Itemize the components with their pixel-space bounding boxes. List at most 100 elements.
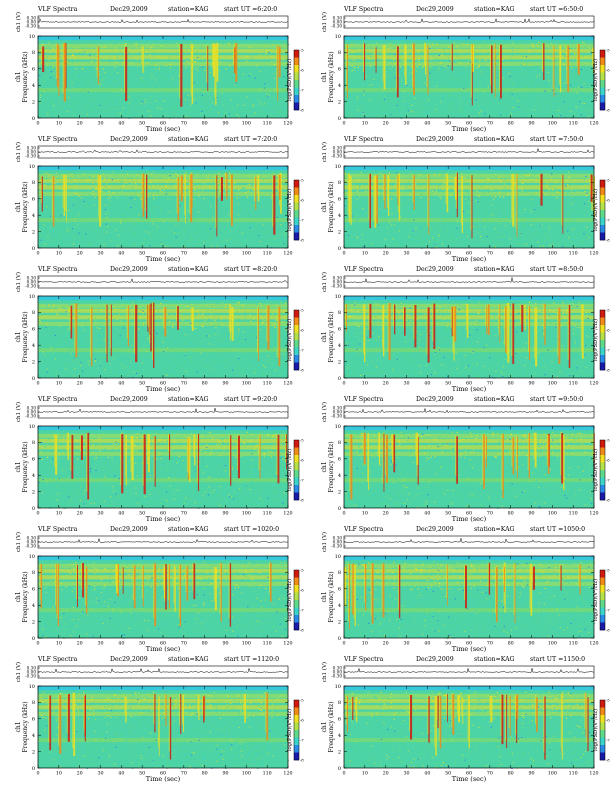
spectrogram-pixel — [219, 334, 221, 335]
spectrogram-streak — [590, 174, 593, 202]
spectrogram-pixel — [377, 58, 379, 60]
spectrogram-pixel — [74, 179, 76, 181]
spectrogram-pixel — [545, 70, 547, 72]
spectrogram-pixel — [363, 94, 365, 96]
spectrogram-pixel — [586, 63, 588, 64]
spectrogram-pixel — [172, 80, 174, 82]
spectrogram-pixel — [260, 103, 262, 105]
spectrogram-pixel — [507, 43, 509, 45]
spectrogram-pixel — [175, 71, 177, 73]
spectrogram-pixel — [501, 183, 503, 184]
spectrogram-pixel — [448, 46, 450, 48]
spectrogram-pixel — [250, 334, 252, 336]
spectrogram-band — [344, 55, 594, 60]
spectrogram-pixel — [46, 74, 49, 76]
spectrogram-pixel — [180, 117, 182, 119]
spectrogram-pixel — [259, 53, 261, 55]
spectrogram-pixel — [510, 221, 512, 223]
spectrogram-pixel — [496, 228, 498, 230]
spectrogram-pixel — [262, 304, 265, 306]
spectrogram-pixel — [493, 244, 495, 246]
spectrogram-pixel — [108, 190, 110, 192]
spectrogram-pixel — [583, 83, 585, 85]
spectrogram-pixel — [438, 65, 440, 67]
spectrogram-pixel — [228, 201, 230, 203]
spectrogram-pixel — [550, 178, 552, 180]
spectrogram-pixel — [221, 324, 223, 326]
spectrogram-pixel — [99, 87, 101, 89]
spectrogram-pixel — [218, 182, 220, 184]
spectrogram-pixel — [212, 182, 215, 184]
spectrogram-pixel — [185, 66, 187, 68]
spectrogram-streak-halo — [141, 173, 143, 209]
spectrogram-pixel — [544, 233, 546, 235]
spectrogram-pixel — [226, 239, 228, 241]
spectrogram-streak-halo — [272, 175, 274, 227]
spectrogram-pixel — [361, 220, 363, 222]
spectrogram-pixel — [578, 225, 580, 227]
spectrogram-pixel — [464, 177, 466, 179]
spectrogram-pixel — [537, 45, 539, 47]
spectrogram-pixel — [264, 71, 266, 73]
waveform-line — [37, 149, 289, 153]
spectrogram-pixel — [162, 242, 165, 243]
spectrogram-pixel — [74, 78, 76, 80]
spectrogram-pixel — [252, 345, 255, 347]
spectrogram-pixel — [583, 61, 585, 62]
spectrogram-pixel — [140, 185, 142, 186]
spectrogram-pixel — [157, 107, 159, 109]
spectrogram-pixel — [248, 239, 251, 241]
spectrogram-pixel — [584, 203, 586, 205]
spectrogram-pixel — [86, 52, 88, 54]
spectrogram-pixel — [104, 246, 106, 248]
start-time-label: start UT =8:20:0 — [224, 266, 277, 273]
spectrogram-pixel — [528, 198, 530, 200]
spectrogram-pixel — [539, 103, 541, 105]
colorbar-segment — [600, 102, 605, 111]
spectrogram-pixel — [63, 365, 65, 366]
spectrogram-pixel — [280, 241, 282, 243]
spectrogram-pixel — [410, 111, 412, 113]
spectrogram-pixel — [283, 353, 285, 355]
spectrogram-pixel — [593, 225, 595, 227]
spectrogram-pixel — [253, 205, 255, 206]
spectrogram-pixel — [380, 193, 382, 195]
spectrogram-pixel — [353, 225, 355, 227]
spectrogram-pixel — [550, 109, 552, 111]
spectrogram-pixel — [502, 106, 504, 108]
spectrogram-pixel — [253, 309, 255, 311]
spectrogram-pixel — [81, 238, 83, 239]
spectrogram-pixel — [499, 244, 501, 246]
spectrogram-pixel — [497, 243, 499, 245]
spectrogram-pixel — [107, 215, 109, 217]
spectrogram-pixel — [509, 96, 511, 98]
spectrogram-pixel — [38, 83, 40, 85]
spectrogram-pixel — [225, 68, 227, 70]
spectrogram-pixel — [508, 222, 510, 224]
spectrogram-pixel — [80, 197, 82, 199]
spectrogram-pixel — [389, 67, 391, 69]
spectrogram-pixel — [473, 235, 475, 237]
spectrogram-pixel — [121, 348, 123, 350]
spectrogram-pixel — [549, 217, 551, 219]
spectrogram-pixel — [39, 191, 41, 193]
spectrogram-pixel — [143, 234, 145, 236]
spectrogram-streak — [471, 175, 473, 239]
spectrogram-pixel — [512, 49, 514, 51]
spectrogram-pixel — [255, 113, 257, 115]
spectrogram-pixel — [73, 226, 75, 228]
spectrogram-pixel — [90, 73, 92, 74]
spectrogram-pixel — [190, 356, 192, 358]
spectrogram-pixel — [447, 48, 450, 50]
spectrogram-pixel — [247, 312, 249, 314]
spectrogram-pixel — [488, 85, 490, 87]
spectrogram-pixel — [245, 174, 247, 176]
spectrogram-pixel — [399, 221, 402, 223]
spectrogram-pixel — [157, 176, 159, 178]
spectrogram-pixel — [271, 181, 273, 183]
spectrogram-pixel — [117, 72, 119, 73]
spectrogram-pixel — [483, 42, 485, 44]
spectrogram-pixel — [591, 111, 593, 112]
spectrogram-pixel — [100, 333, 102, 335]
spectrogram-pixel — [511, 42, 513, 44]
